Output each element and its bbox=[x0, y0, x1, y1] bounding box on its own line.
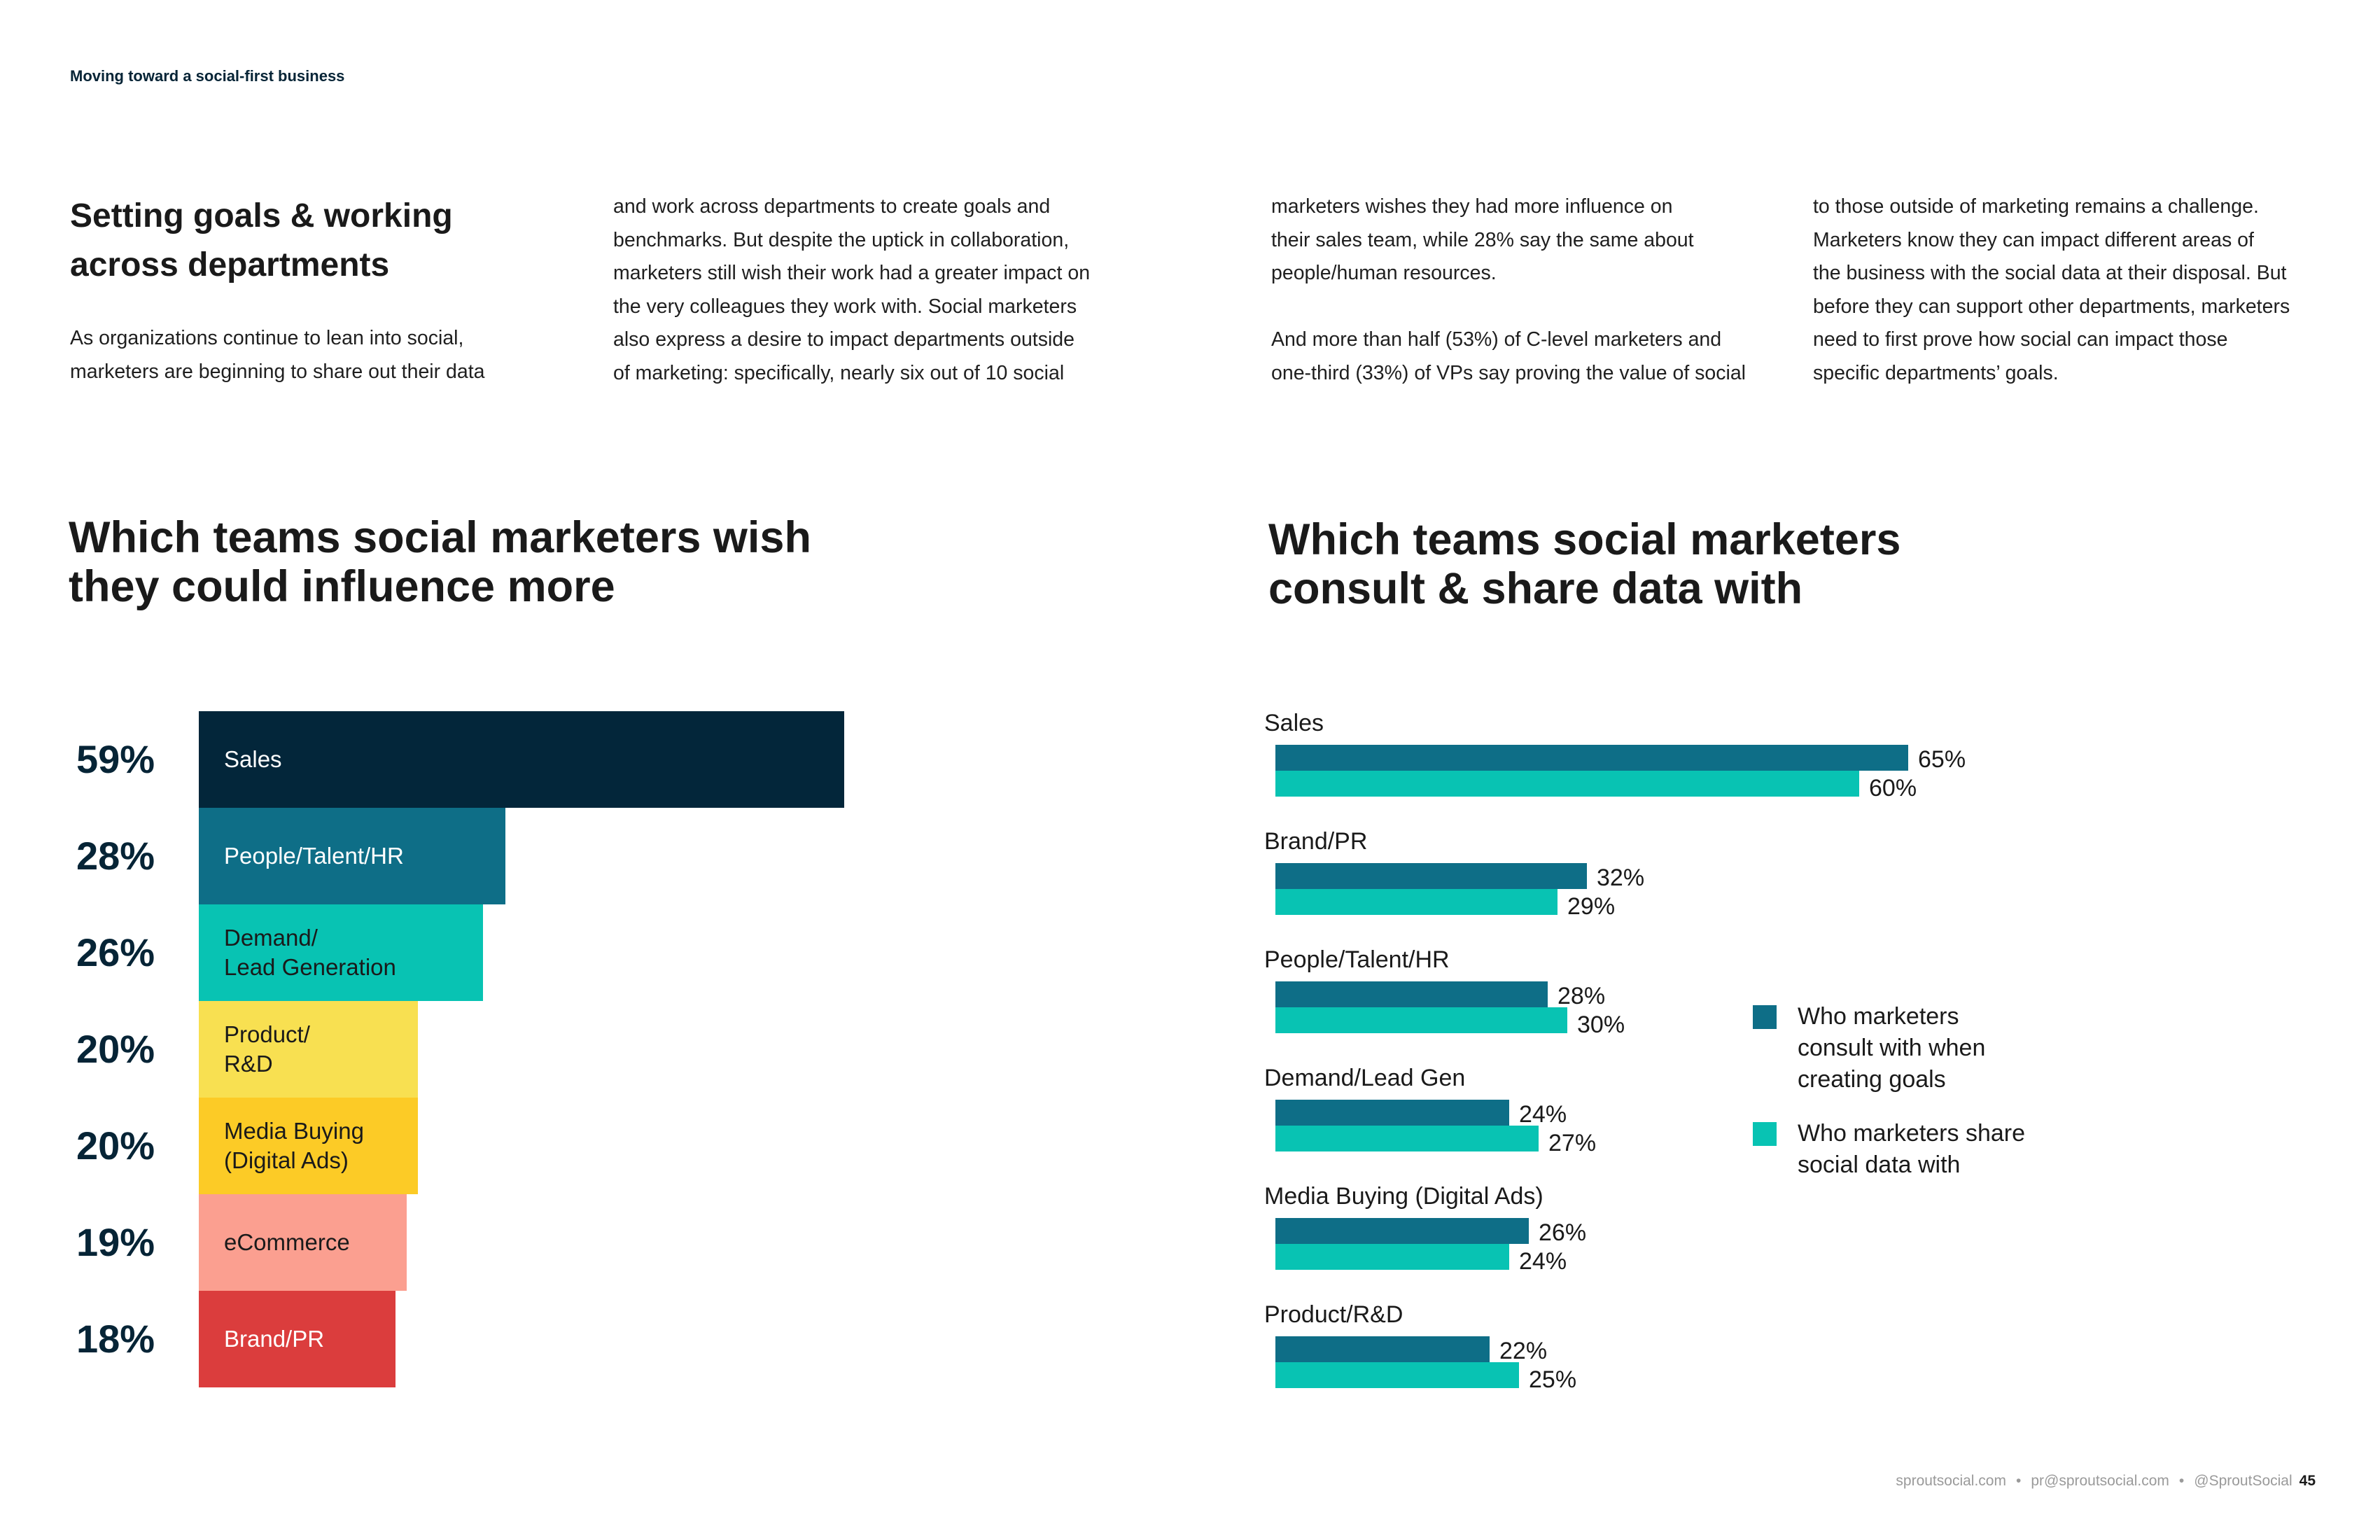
right-chart-title: Which teams social marketers consult & s… bbox=[1268, 515, 1901, 613]
consult-bar bbox=[1275, 1100, 1509, 1126]
category-label: Sales bbox=[1264, 710, 1324, 736]
value-label: 24% bbox=[1519, 1248, 1567, 1275]
value-label: 25% bbox=[1529, 1366, 1577, 1393]
value-label: 60% bbox=[1869, 775, 1917, 802]
influence-bar bbox=[199, 1001, 418, 1098]
footer-separator: • bbox=[2178, 1473, 2185, 1489]
category-label: Product/R&D bbox=[1264, 1301, 1404, 1328]
legend-swatch-consult bbox=[1753, 1005, 1777, 1029]
intro-column-4: to those outside of marketing remains a … bbox=[1813, 195, 2290, 384]
value-label: 27% bbox=[1548, 1130, 1597, 1156]
influence-bar bbox=[199, 1098, 418, 1194]
influence-percent-label: 20% bbox=[76, 1027, 155, 1071]
share-bar bbox=[1275, 1244, 1509, 1270]
value-label: 65% bbox=[1918, 746, 1966, 773]
value-label: 28% bbox=[1558, 983, 1606, 1009]
running-head: Moving toward a social-first business bbox=[70, 67, 345, 85]
value-label: 29% bbox=[1567, 893, 1616, 920]
consult-share-bar-chart: Sales 65% 60% Brand/PR 32% 29% People/Talent/H… bbox=[1264, 710, 1966, 1393]
consult-bar bbox=[1275, 863, 1587, 889]
influence-bar-label: Demand/ Lead Generation bbox=[224, 925, 396, 980]
value-label: 26% bbox=[1539, 1219, 1587, 1246]
intro-column-3: marketers wishes they had more influence… bbox=[1271, 195, 1746, 384]
footer-separator: • bbox=[2015, 1473, 2022, 1489]
influence-bar bbox=[199, 1194, 407, 1291]
footer: sproutsocial.com • pr@sproutsocial.com • @Sp… bbox=[1896, 1473, 2316, 1490]
page-number: 45 bbox=[2299, 1473, 2316, 1489]
influence-percent-label: 59% bbox=[76, 737, 155, 781]
influence-bar-label: Product/ R&D bbox=[224, 1021, 310, 1077]
influence-percent-label: 28% bbox=[76, 834, 155, 878]
influence-percent-label: 20% bbox=[76, 1124, 155, 1168]
footer-email[interactable]: pr@sproutsocial.com bbox=[2031, 1473, 2169, 1489]
share-bar bbox=[1275, 1362, 1519, 1388]
category-label: People/Talent/HR bbox=[1264, 946, 1450, 973]
influence-bar-label: eCommerce bbox=[224, 1229, 350, 1255]
influence-bar-chart: Sales 59% People/Talent/HR 28% Demand/ Lead … bbox=[0, 0, 980, 1400]
consult-bar bbox=[1275, 981, 1548, 1007]
influence-bar-label: People/Talent/HR bbox=[224, 843, 404, 869]
footer-website[interactable]: sproutsocial.com bbox=[1896, 1473, 2006, 1489]
influence-percent-label: 18% bbox=[76, 1317, 155, 1361]
influence-bar bbox=[199, 808, 505, 904]
intro-column-1: As organizations continue to lean into s… bbox=[70, 327, 485, 383]
influence-bar-label: Media Buying (Digital Ads) bbox=[224, 1118, 364, 1173]
influence-percent-label: 26% bbox=[76, 930, 155, 974]
intro-column-2: and work across departments to create go… bbox=[613, 195, 1091, 384]
share-bar bbox=[1275, 889, 1558, 915]
influence-bar bbox=[199, 1291, 396, 1387]
left-chart-title: Which teams social marketers wish they c… bbox=[69, 513, 811, 611]
influence-bar-label: Brand/PR bbox=[224, 1326, 325, 1352]
influence-bar bbox=[199, 904, 483, 1001]
share-bar bbox=[1275, 771, 1859, 797]
legend-label-share: Who marketers share social data with bbox=[1798, 1120, 2025, 1178]
influence-bar bbox=[199, 711, 844, 808]
category-label: Demand/Lead Gen bbox=[1264, 1065, 1466, 1091]
consult-bar bbox=[1275, 745, 1908, 771]
share-bar bbox=[1275, 1007, 1567, 1033]
consult-bar bbox=[1275, 1218, 1529, 1244]
value-label: 22% bbox=[1499, 1338, 1548, 1364]
value-label: 24% bbox=[1519, 1101, 1567, 1128]
influence-bar-label: Sales bbox=[224, 746, 282, 772]
value-label: 30% bbox=[1577, 1011, 1625, 1038]
consult-bar bbox=[1275, 1336, 1490, 1362]
share-bar bbox=[1275, 1126, 1539, 1152]
legend-swatch-share bbox=[1753, 1122, 1777, 1146]
influence-percent-label: 19% bbox=[76, 1220, 155, 1264]
legend-label-consult: Who marketers consult with when creating… bbox=[1798, 1003, 1986, 1093]
category-label: Media Buying (Digital Ads) bbox=[1264, 1183, 1544, 1210]
category-label: Brand/PR bbox=[1264, 828, 1368, 855]
value-label: 32% bbox=[1597, 864, 1645, 891]
section-title: Setting goals & working across departmen… bbox=[70, 197, 453, 284]
footer-handle[interactable]: @SproutSocial bbox=[2194, 1473, 2292, 1489]
